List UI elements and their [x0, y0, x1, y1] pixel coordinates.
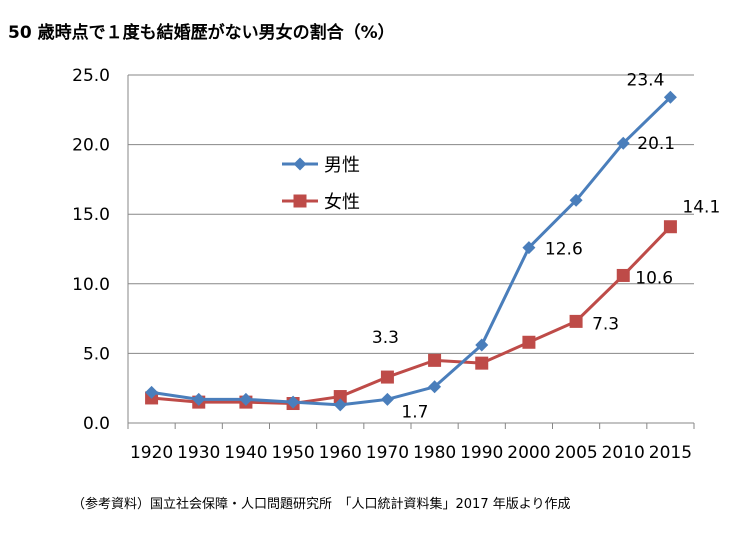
x-tick-label: 1960: [319, 443, 362, 463]
data-label: 20.1: [637, 134, 675, 154]
data-label: 7.3: [592, 314, 619, 334]
x-tick-label: 2005: [554, 443, 597, 463]
data-point: [616, 136, 630, 150]
x-tick-label: 2015: [649, 443, 692, 463]
data-point: [145, 385, 159, 399]
legend-label: 女性: [324, 192, 360, 213]
data-point: [475, 338, 489, 352]
y-tick-label: 15.0: [72, 205, 110, 225]
data-point: [239, 392, 253, 406]
data-point: [569, 314, 583, 328]
data-point: [380, 392, 394, 406]
legend-marker: [293, 157, 307, 171]
gridlines: [128, 74, 694, 354]
data-label: 3.3: [372, 328, 399, 348]
legend-label: 男性: [324, 155, 360, 176]
data-point: [286, 395, 300, 409]
x-tick-label: 1930: [177, 443, 220, 463]
data-point: [475, 356, 489, 370]
source-note: （参考資料）国立社会保障・人口問題研究所 「人口統計資料集」2017 年版より作…: [72, 497, 571, 512]
data-point: [428, 353, 442, 367]
data-point: [333, 398, 347, 412]
series-group: [145, 90, 677, 412]
data-label: 10.6: [635, 268, 673, 288]
legend-marker: [293, 194, 307, 208]
data-point: [428, 380, 442, 394]
series-line: [151, 225, 672, 406]
data-point: [569, 193, 583, 207]
data-point: [522, 241, 536, 255]
data-label: 23.4: [627, 70, 665, 90]
y-tick-label: 5.0: [83, 344, 110, 364]
y-tick-label: 25.0: [72, 66, 110, 86]
x-tick-label: 1980: [413, 443, 456, 463]
legend-item-男性: 男性: [282, 155, 360, 176]
y-tick-label: 0.0: [83, 414, 110, 434]
y-tick-label: 10.0: [72, 275, 110, 295]
legend-item-女性: 女性: [282, 192, 360, 213]
x-tick-label: 1970: [366, 443, 409, 463]
data-label: 14.1: [682, 198, 720, 218]
y-tick-label: 20.0: [72, 136, 110, 156]
data-point: [616, 268, 630, 282]
data-labels: 23.4 20.1 12.6 1.7 14.1 10.6 7.3 3.3: [372, 70, 720, 422]
data-point: [380, 370, 394, 384]
x-tick-label: 1920: [130, 443, 173, 463]
data-point: [333, 390, 347, 404]
data-point: [663, 220, 677, 234]
data-point: [663, 90, 677, 104]
x-tick-label: 1940: [224, 443, 267, 463]
x-axis-ticks: 1920 1930 1940 1950 1960 1970 1980 1990 2000 2005…: [130, 443, 692, 463]
data-label: 12.6: [545, 240, 583, 260]
axes: [127, 75, 695, 429]
data-label: 1.7: [401, 402, 428, 422]
x-tick-label: 1990: [460, 443, 503, 463]
series-男性: [145, 90, 677, 412]
chart-title: 50 歳時点で１度も結婚歴がない男女の割合（%）: [8, 23, 395, 43]
x-tick-label: 1950: [271, 443, 314, 463]
y-axis-ticks: 0.0 5.0 10.0 15.0 20.0 25.0: [72, 66, 110, 434]
data-point: [522, 335, 536, 349]
data-point: [192, 392, 206, 406]
series-line: [151, 96, 672, 407]
x-tick-label: 2000: [507, 443, 550, 463]
x-tick-label: 2010: [602, 443, 645, 463]
